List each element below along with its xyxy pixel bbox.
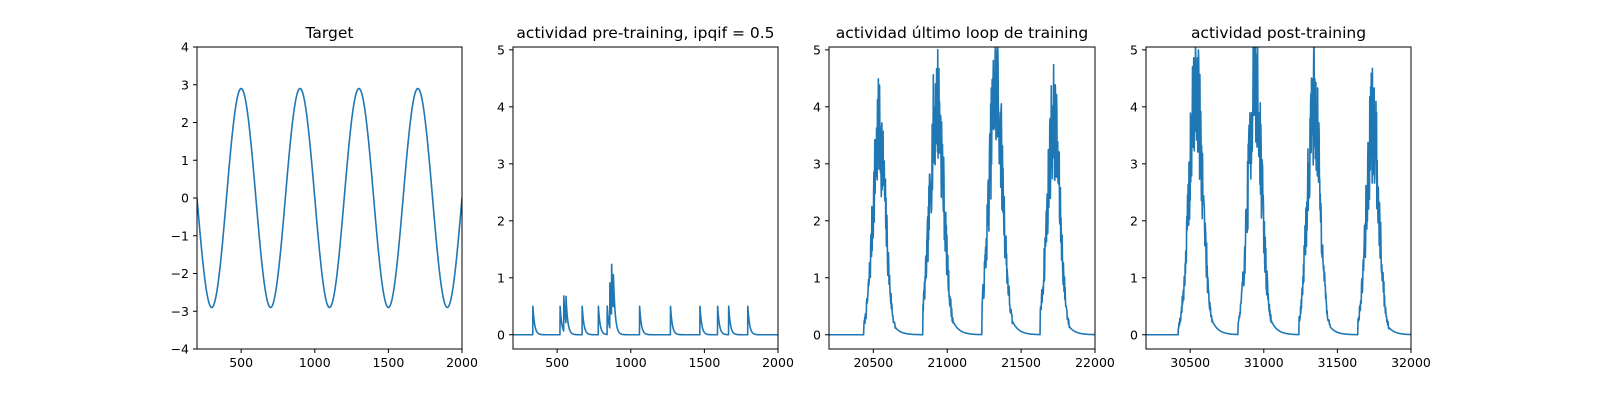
series-line <box>829 47 1095 336</box>
y-tick-label: −2 <box>171 266 189 281</box>
y-tick-label: 1 <box>813 270 821 285</box>
y-tick-label: 4 <box>181 40 189 55</box>
chart-title: actividad post-training <box>1191 24 1366 42</box>
y-tick-label: 3 <box>497 156 505 171</box>
y-tick-label: −1 <box>171 228 189 243</box>
x-tick-label: 2000 <box>762 355 794 370</box>
subplot-1: Target 500 1000 1500 2000 −4 −3 −2 −1 0 1 2 3 4 <box>171 24 478 370</box>
y-tick-label: 1 <box>1130 270 1138 285</box>
y-tick-label: 0 <box>813 327 821 342</box>
axes-frame <box>1145 46 1412 350</box>
axes-frame <box>196 46 463 350</box>
y-tick-label: 0 <box>1130 327 1138 342</box>
y-tick-label: 3 <box>1130 156 1138 171</box>
x-tick-label: 1500 <box>688 355 720 370</box>
y-tick-label: 5 <box>497 42 505 57</box>
y-tick-label: −4 <box>171 342 189 357</box>
x-tick-label: 31500 <box>1318 355 1358 370</box>
y-tick-label: 5 <box>1130 42 1138 57</box>
x-tick-label: 1500 <box>372 355 404 370</box>
y-tick-label: 4 <box>1130 99 1138 114</box>
y-tick-label: 4 <box>497 99 505 114</box>
y-tick-label: 0 <box>181 191 189 206</box>
x-tick-label: 20500 <box>853 355 893 370</box>
x-tick-label: 1000 <box>299 355 331 370</box>
y-tick-label: −3 <box>171 304 189 319</box>
y-tick-label: 3 <box>181 77 189 92</box>
y-tick-label: 1 <box>497 270 505 285</box>
x-tick-label: 21500 <box>1001 355 1041 370</box>
y-tick-label: 1 <box>181 153 189 168</box>
y-tick-label: 4 <box>813 99 821 114</box>
x-tick-label: 500 <box>229 355 253 370</box>
series-line <box>197 87 462 309</box>
y-tick-label: 2 <box>497 213 505 228</box>
x-tick-label: 32000 <box>1391 355 1431 370</box>
chart-title: actividad pre-training, ipqif = 0.5 <box>516 24 774 42</box>
x-tick-label: 1000 <box>615 355 647 370</box>
y-tick-label: 2 <box>181 115 189 130</box>
x-tick-label: 2000 <box>446 355 478 370</box>
x-tick-label: 31000 <box>1244 355 1284 370</box>
y-tick-label: 3 <box>813 156 821 171</box>
axes-frame <box>828 46 1096 350</box>
series-line <box>1146 47 1411 336</box>
x-tick-label: 22000 <box>1075 355 1115 370</box>
series-line <box>513 263 778 336</box>
y-tick-label: 2 <box>1130 213 1138 228</box>
x-tick-label: 30500 <box>1170 355 1210 370</box>
axes-frame <box>512 46 779 350</box>
y-tick-label: 0 <box>497 327 505 342</box>
y-tick-label: 2 <box>813 213 821 228</box>
chart-title: Target <box>305 24 354 42</box>
x-tick-label: 500 <box>545 355 569 370</box>
x-tick-label: 21000 <box>927 355 967 370</box>
y-tick-label: 5 <box>813 42 821 57</box>
chart-title: actividad último loop de training <box>836 24 1088 42</box>
